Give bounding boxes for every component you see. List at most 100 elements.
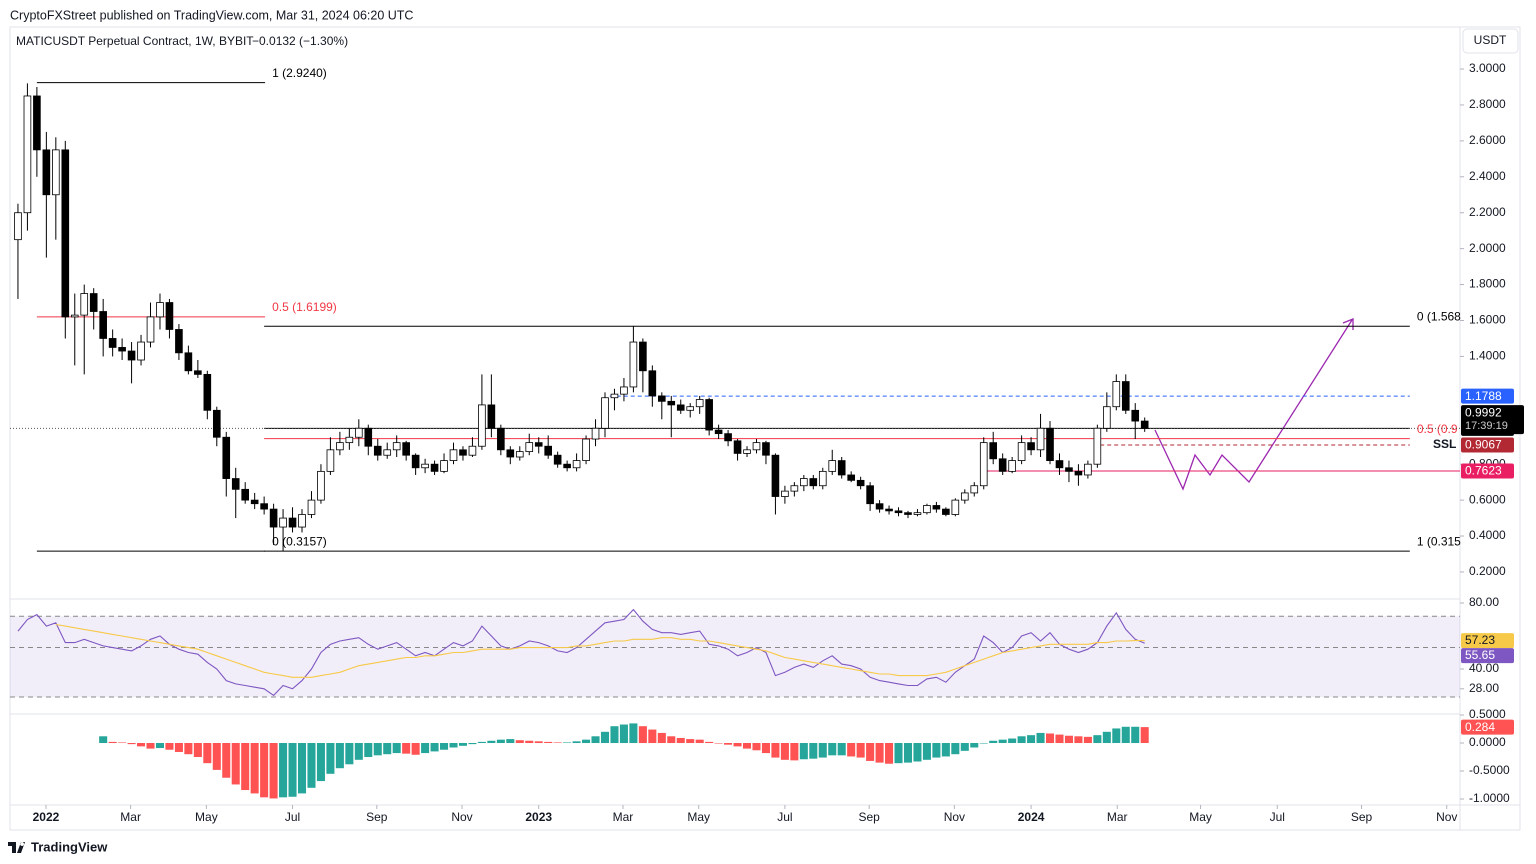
candle-body [998,458,1007,472]
candle-body [212,409,221,438]
histogram-bar [99,736,108,744]
candle-body [894,510,903,514]
candle-body [1140,420,1149,429]
histogram-bar [714,743,723,744]
currency[interactable]: USDT [1474,33,1507,47]
candle-body [800,478,808,487]
price-tag [1461,388,1514,404]
price-tag-label: 55.65 [1465,648,1495,662]
candle-body [534,442,543,447]
candle-body [705,399,713,431]
histogram-bar [468,743,477,745]
candle-body [781,490,789,497]
y-tick-label: 40.00 [1469,661,1499,675]
histogram-bar [563,742,572,744]
candle-body [269,508,278,528]
x-tick-label: Mar [613,810,634,824]
histogram-bar [421,743,430,754]
candle-body [307,499,316,515]
histogram-bar [458,743,467,746]
candle-body [52,149,60,196]
histogram-bar [496,739,505,744]
histogram-bar [118,742,127,744]
candle-body [676,404,685,411]
histogram-bar [619,724,628,744]
price-tag [1461,719,1514,735]
histogram-bar [1008,738,1017,744]
histogram-bar [610,726,619,744]
histogram-bar [695,739,704,744]
candle-body [904,512,912,515]
y-tick-label: 1.8000 [1469,277,1506,291]
histogram-bar [364,743,373,758]
y-tick-label: 0.2000 [1469,564,1506,578]
x-tick-label: Sep [858,810,880,824]
histogram-bar [279,743,288,798]
candle-body [1121,381,1130,411]
histogram-bar [402,743,411,754]
candle-body [165,302,174,330]
histogram-bar [553,742,562,744]
countdown: 17:39:19 [1465,420,1508,432]
candle-body [724,433,732,442]
histogram-bar [989,740,998,744]
candle-body [553,454,562,465]
candle-body [373,445,382,456]
candle-body [497,427,505,451]
histogram-bar [932,743,941,758]
price-tag [1461,633,1514,649]
candle-body [383,449,392,456]
histogram-bar [657,732,666,744]
histogram-bar [137,743,146,747]
candle-body [951,499,960,515]
histogram-bar [922,743,931,760]
histogram-bar [373,743,382,756]
histogram-bar [316,743,325,782]
candle-body [23,95,32,214]
candle-body [1112,381,1121,408]
histogram-bar [885,743,894,764]
histogram-bar [203,743,212,764]
histogram-bar [951,743,960,755]
candle-body [317,470,325,501]
histogram-bar [875,743,884,763]
histogram-bar [1131,726,1140,744]
histogram-bar [1064,735,1073,744]
level-label: 0 (1.568 [1417,309,1461,323]
level-label: 0 (0.3157) [272,534,327,548]
level-name: SSL [1433,437,1456,451]
candle-body [658,395,666,402]
x-tick-label: May [1189,810,1212,824]
candle-body [146,316,155,343]
candle-body [288,517,297,528]
candle-body [866,485,874,505]
currency-box[interactable] [1462,28,1519,54]
histogram-bar [146,743,155,749]
candle-body [411,454,420,469]
price-tag [1461,648,1514,664]
candle-body [1036,427,1045,451]
price-tag-label: 0.9067 [1465,438,1502,452]
candle-body [364,427,373,447]
histogram-bar [354,743,363,760]
x-tick-label: Jul [777,810,792,824]
histogram-bar [231,743,240,785]
candle-body [572,460,581,469]
change: −0.0132 (−1.30%) [252,34,348,48]
candle-body [392,442,401,451]
candle-body [1084,463,1092,476]
candle-body [430,463,439,472]
publisher: CryptoFXStreet published on TradingView.… [10,8,413,22]
histogram-bar [383,743,392,755]
last-price-box [1461,405,1524,435]
candle-body [544,445,552,456]
y-tick-label: -0.5000 [1469,763,1510,777]
y-tick-label: 2.8000 [1469,97,1506,111]
candle-body [42,149,51,196]
last-price-label: 0.9992 [1465,405,1502,419]
candle-body [175,329,183,354]
histogram-bar [790,743,799,761]
histogram-bar [847,743,856,757]
candle-body [241,488,250,501]
